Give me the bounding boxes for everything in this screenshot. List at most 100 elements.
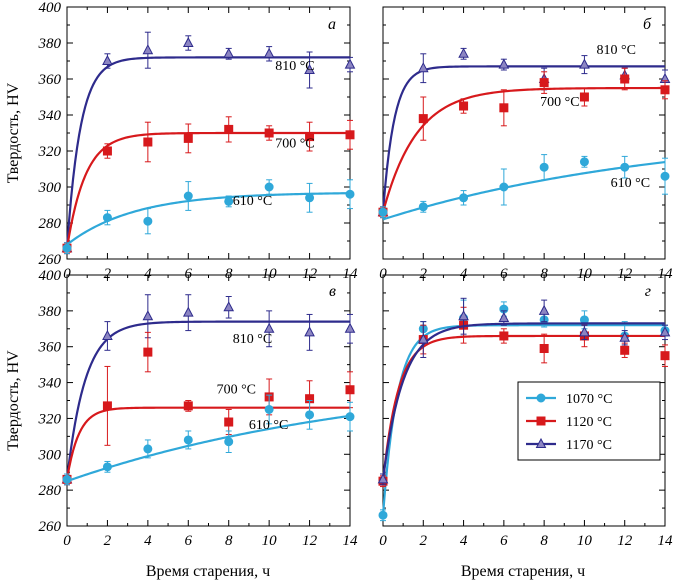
data-point [224,124,234,134]
x-tick-label: 0 [63,533,71,549]
x-tick-label: 12 [617,533,633,549]
data-point [539,78,549,88]
data-point [305,410,315,420]
y-tick-label: 260 [39,252,62,268]
data-point [183,133,193,143]
data-point [459,193,469,203]
curve-label: 610 °C [611,176,650,191]
x-tick-label: 0 [379,266,387,282]
data-point [143,347,153,357]
x-tick-label: 2 [420,533,428,549]
data-point [223,47,235,58]
data-point [619,331,631,342]
x-tick-label: 2 [420,266,428,282]
y-tick-label: 380 [38,36,62,52]
data-point [659,326,671,337]
x-tick-label: 2 [104,266,112,282]
x-tick-label: 8 [225,266,233,282]
x-axis-title-right: Время старения, ч [461,563,585,580]
fit-curve [381,65,665,213]
x-tick-label: 6 [500,533,508,549]
chart-panel-2: 0 2 4 6 8 10 12 14 б 810 °C 700 °C 610 °C [377,6,674,282]
y-tick-label: 260 [39,519,62,535]
data-point [142,310,154,321]
fit-curve [66,414,351,483]
data-point [305,132,315,142]
data-point [499,182,509,192]
panel-letter: а [328,16,336,33]
data-point [499,103,509,113]
curve-label: 610 °C [249,418,288,433]
data-point [264,404,274,414]
data-point [183,435,193,445]
data-point [579,326,590,337]
data-point [499,331,509,341]
x-tick-label: 12 [302,266,318,282]
data-point [579,58,590,69]
x-tick-label: 10 [577,266,593,282]
x-tick-label: 14 [658,266,674,282]
legend-swatch-marker [536,416,546,426]
fit-curve [65,406,350,480]
y-tick-label: 400 [39,268,62,284]
x-tick-label: 8 [540,266,548,282]
x-tick-label: 8 [540,533,548,549]
x-tick-label: 12 [302,533,318,549]
curve-label: 610 °C [233,194,272,209]
y-tick-label: 300 [38,447,62,463]
series-2: 700 °C [62,116,355,255]
y-tick-label: 400 [39,0,62,16]
legend: 1070 °C 1120 °C 1170 °C [517,381,661,461]
legend-swatch-marker [535,437,547,448]
chart-panel-4: 0 2 4 6 8 10 12 14 г 1070 °C 1120 °C 1170 °C [377,274,673,549]
x-tick-label: 14 [343,266,359,282]
x-tick-label: 4 [460,266,468,282]
data-point [539,344,549,354]
data-point [377,473,389,484]
data-point [223,301,235,312]
x-tick-label: 14 [343,533,359,549]
panel-letter: г [645,283,651,300]
data-point [345,189,355,199]
data-point [102,213,112,223]
y-tick-label: 340 [38,108,62,124]
x-tick-label: 0 [379,533,387,549]
data-point [143,137,153,147]
data-point [183,191,193,201]
y-axis-title: Твердость, HV [5,350,22,451]
chart-panel-1: 0 2 4 6 8 10 12 14 260 280 300 320 340 360 380 400 Тверд… [5,0,358,282]
fit-curve [382,160,666,221]
fit-curve [381,324,665,516]
data-point [304,63,315,74]
data-point [620,162,630,172]
x-tick-label: 10 [577,533,593,549]
chart-panels: 0 2 4 6 8 10 12 14260280300320340360380400Тверд… [5,0,673,549]
data-point [62,474,72,484]
y-tick-label: 280 [39,483,62,499]
x-tick-label: 8 [225,533,233,549]
data-point [345,412,355,422]
chart-panel-3: 0 2 4 6 8 10 12 14260280300320340360380400Тверд… [5,268,358,549]
data-point [102,146,112,156]
data-point [458,310,469,321]
curve-label: 810 °C [597,43,636,58]
data-point [345,130,355,140]
data-point [102,329,113,340]
x-tick-label: 10 [262,533,278,549]
data-point [620,345,630,355]
legend-label: 1170 °C [566,438,612,453]
data-point [345,385,355,395]
curve-label: 700 °C [217,382,256,397]
data-point [660,85,670,95]
data-point [224,196,234,206]
data-point [538,304,550,315]
fit-curve [66,192,351,246]
y-axis-title: Твердость, HV [5,82,22,183]
x-tick-label: 4 [460,533,468,549]
series-1: 810 °C [61,294,356,486]
fit-curve [381,86,665,213]
y-tick-label: 320 [38,144,62,160]
x-tick-label: 0 [63,266,71,282]
curve-label: 810 °C [275,59,314,74]
data-point [660,351,670,361]
